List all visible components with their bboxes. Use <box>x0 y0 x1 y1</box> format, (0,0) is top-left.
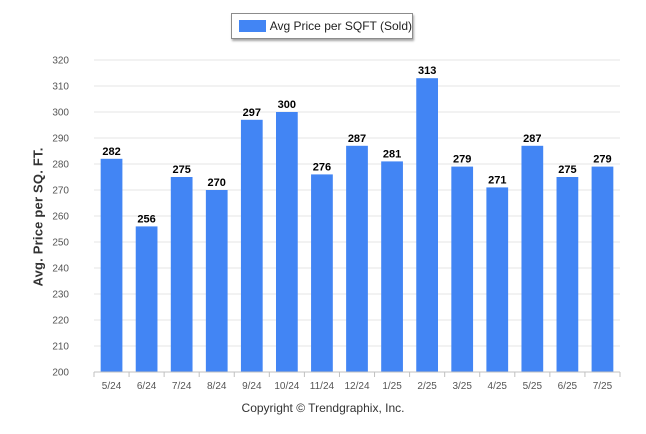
bar-3-25[interactable] <box>451 166 474 372</box>
y-tick-label: 220 <box>52 316 69 327</box>
data-label: 282 <box>102 146 120 158</box>
x-tick-label: 6/24 <box>137 381 157 392</box>
data-label: 297 <box>243 107 261 119</box>
legend-label: Avg Price per SQFT (Sold) <box>269 19 412 33</box>
y-tick-label: 280 <box>52 160 69 171</box>
x-tick-label: 11/24 <box>310 381 335 392</box>
data-label: 281 <box>383 148 401 160</box>
y-tick-label: 260 <box>52 212 69 223</box>
y-axis-ticks: 200 210 220 230 240 250 260 270 280 290 300 310 320 <box>52 56 69 379</box>
data-labels: 282 256 275 270 297 300 276 287 281 313 279 271 287 2… <box>102 65 611 225</box>
x-tick-label: 8/24 <box>207 381 227 392</box>
y-tick-label: 250 <box>52 238 69 249</box>
bar-12-24[interactable] <box>346 145 368 372</box>
y-tick-label: 320 <box>52 56 69 67</box>
x-tick-label: 5/24 <box>102 381 122 392</box>
y-tick-label: 270 <box>52 186 69 197</box>
bars <box>100 78 614 372</box>
x-tick-label: 10/24 <box>274 381 299 392</box>
y-tick-label: 310 <box>52 82 69 93</box>
y-axis-title: Avg. Price per SQ. FT. <box>30 147 46 287</box>
x-tick-label: 12/24 <box>344 381 369 392</box>
bar-5-24[interactable] <box>100 158 123 372</box>
bar-7-25[interactable] <box>591 166 614 372</box>
legend[interactable]: Avg Price per SQFT (Sold) <box>231 13 413 39</box>
bar-9-24[interactable] <box>240 119 263 372</box>
y-tick-label: 200 <box>52 368 69 379</box>
data-label: 287 <box>523 133 541 145</box>
data-label: 271 <box>488 174 506 186</box>
data-label: 275 <box>558 164 576 176</box>
bar-10-24[interactable] <box>275 112 298 372</box>
bar-2-25[interactable] <box>416 78 439 372</box>
x-tick-label: 4/25 <box>488 381 508 392</box>
bar-11-24[interactable] <box>311 174 333 372</box>
bar-4-25[interactable] <box>486 187 509 372</box>
x-axis-ticks: 5/24 6/24 7/24 8/24 9/24 10/24 11/24 12/24 1/25 2… <box>93 372 621 392</box>
bar-1-25[interactable] <box>381 161 403 372</box>
data-label: 313 <box>418 65 436 77</box>
x-tick-label: 2/25 <box>417 381 437 392</box>
y-tick-label: 230 <box>52 290 69 301</box>
y-tick-label: 240 <box>52 264 69 275</box>
data-label: 279 <box>593 154 611 166</box>
x-tick-label: 6/25 <box>558 381 578 392</box>
x-tick-label: 7/24 <box>172 381 192 392</box>
y-tick-label: 210 <box>52 342 69 353</box>
bar-7-24[interactable] <box>170 177 193 372</box>
bar-5-25[interactable] <box>521 145 544 372</box>
copyright-text: Copyright © Trendgraphix, Inc. <box>241 401 405 415</box>
legend-swatch <box>239 20 266 32</box>
x-tick-label: 7/25 <box>593 381 613 392</box>
data-label: 287 <box>348 133 366 145</box>
x-tick-label: 1/25 <box>382 381 402 392</box>
data-label: 276 <box>313 161 331 173</box>
bar-6-25[interactable] <box>556 177 579 372</box>
data-label: 275 <box>172 164 190 176</box>
x-tick-label: 9/24 <box>242 381 262 392</box>
bar-6-24[interactable] <box>135 226 158 372</box>
y-tick-label: 290 <box>52 134 69 145</box>
bar-8-24[interactable] <box>205 190 228 372</box>
data-label: 300 <box>278 99 296 111</box>
y-tick-label: 300 <box>52 108 69 119</box>
data-label: 256 <box>137 213 155 225</box>
data-label: 270 <box>208 177 226 189</box>
x-tick-label: 5/25 <box>523 381 543 392</box>
x-tick-label: 3/25 <box>452 381 472 392</box>
data-label: 279 <box>453 154 471 166</box>
